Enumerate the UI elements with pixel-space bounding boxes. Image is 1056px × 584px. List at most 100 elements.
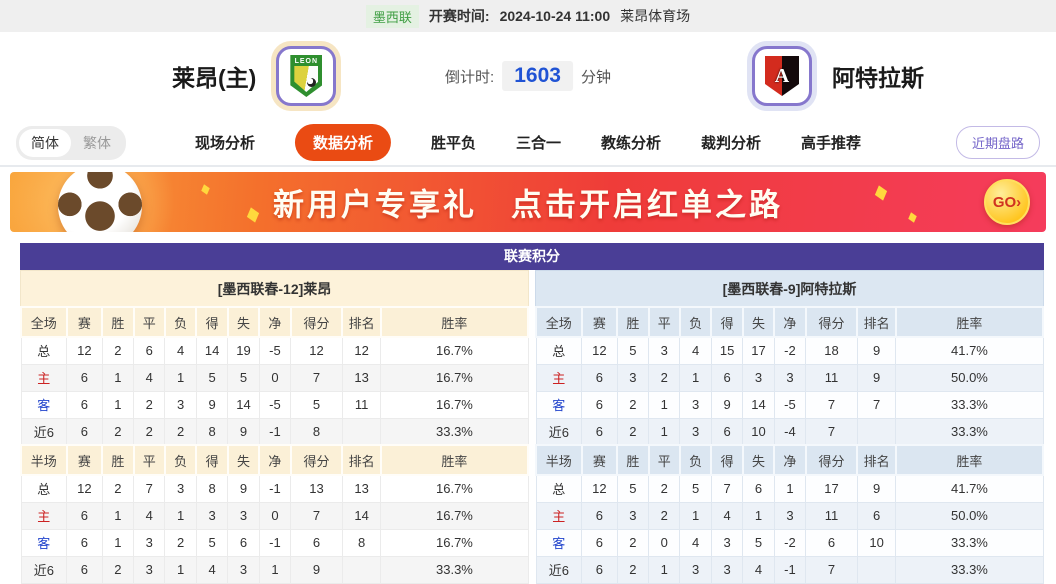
nav-item-coach[interactable]: 教练分析 <box>601 135 662 152</box>
stat-cell: -4 <box>773 417 807 446</box>
stat-cell: 6 <box>66 417 103 446</box>
column-header: 胜率 <box>894 306 1045 338</box>
stat-cell: 3 <box>648 336 681 365</box>
stat-cell: 1 <box>164 555 197 584</box>
stat-cell: 12 <box>581 336 618 365</box>
row-label: 总 <box>20 474 68 503</box>
nav-bar: 简体 繁体 现场分析 数据分析 胜平负 三合一 教练分析 裁判分析 高手推荐 近期盘路 <box>0 120 1056 167</box>
stat-cell: 4 <box>133 501 166 530</box>
column-header: 净 <box>258 306 292 338</box>
promo-banner[interactable]: 新用户专享礼 点击开启红单之路 GO› <box>10 172 1046 232</box>
stat-cell: 33.3% <box>895 417 1044 446</box>
stat-cell: 9 <box>856 336 897 365</box>
recent-trend-button[interactable]: 近期盘路 <box>955 126 1040 159</box>
table-row: 主 6 1 4 1 5 5 0 7 13 16.7% <box>20 363 529 392</box>
stat-cell: 6 <box>581 363 618 392</box>
stat-cell: 41.7% <box>895 336 1044 365</box>
stat-cell: 3 <box>164 390 197 419</box>
stat-cell: 3 <box>227 555 260 584</box>
stat-cell: 6 <box>133 336 166 365</box>
stat-cell <box>341 555 382 584</box>
stat-cell: 3 <box>679 390 712 419</box>
stat-cell: 13 <box>341 474 382 503</box>
stat-cell: 16.7% <box>380 501 529 530</box>
stat-cell: 16.7% <box>380 363 529 392</box>
stat-cell: 16.7% <box>380 474 529 503</box>
stat-cell: 10 <box>856 528 897 557</box>
column-header: 失 <box>226 444 261 476</box>
lang-simplified[interactable]: 简体 <box>19 128 71 157</box>
home-team-name: 莱昂(主) <box>172 65 257 91</box>
column-header: 赛 <box>65 306 104 338</box>
leon-crest-icon: LEON <box>290 55 323 97</box>
lang-traditional[interactable]: 繁体 <box>83 134 111 151</box>
table-row: 近6 6 2 1 3 3 4 -1 7 33.3% <box>535 555 1044 584</box>
table-row: 近6 6 2 1 3 6 10 -4 7 33.3% <box>535 417 1044 446</box>
nav-item-expert[interactable]: 高手推荐 <box>801 135 862 152</box>
stat-cell: 6 <box>805 528 858 557</box>
stat-cell: 12 <box>66 336 103 365</box>
column-header: 负 <box>678 444 713 476</box>
stat-cell: 33.3% <box>895 555 1044 584</box>
stat-cell: 41.7% <box>895 474 1044 503</box>
stat-cell <box>341 417 382 446</box>
league-points-title: 联赛积分 <box>20 243 1044 270</box>
countdown: 倒计时: 1603 分钟 <box>445 61 611 91</box>
row-label: 总 <box>535 474 583 503</box>
stat-cell: 6 <box>856 501 897 530</box>
nav-item-data[interactable]: 数据分析 <box>294 124 391 161</box>
stat-cell: 2 <box>616 555 650 584</box>
stat-cell: 4 <box>742 555 775 584</box>
nav-item-live[interactable]: 现场分析 <box>194 135 255 152</box>
home-stats-table: [墨西联春-12]莱昂 全场赛胜平负得失净得分 排名 胜率总 12 2 6 4 14 19 -5 1… <box>20 270 530 584</box>
stat-cell: 2 <box>164 417 197 446</box>
stat-cell: 16.7% <box>380 336 529 365</box>
stat-cell: 1 <box>648 390 681 419</box>
stat-cell: 1 <box>648 555 681 584</box>
countdown-label: 倒计时: <box>445 68 495 86</box>
stat-cell: 3 <box>133 555 166 584</box>
table-row: 主 6 3 2 1 6 3 3 11 9 50.0% <box>535 363 1044 392</box>
column-header: 胜率 <box>894 444 1045 476</box>
table-row: 总 12 2 6 4 14 19 -5 12 12 16.7% <box>20 336 529 365</box>
stat-cell: 4 <box>679 528 712 557</box>
stat-cell: 50.0% <box>895 501 1044 530</box>
stat-cell: 3 <box>227 501 260 530</box>
leon-crest-text: LEON <box>294 58 319 65</box>
stat-cell: 7 <box>710 474 744 503</box>
column-header: 赛 <box>580 444 619 476</box>
stat-cell: 1 <box>164 363 197 392</box>
nav-item-wdl[interactable]: 胜平负 <box>430 135 476 152</box>
stat-cell: 5 <box>616 336 650 365</box>
stat-cell: 17 <box>805 474 858 503</box>
stat-cell: 3 <box>679 555 712 584</box>
row-label: 近6 <box>535 555 583 584</box>
stat-cell: 2 <box>133 417 166 446</box>
column-header: 得 <box>710 306 744 338</box>
table-row: 总 12 2 7 3 8 9 -1 13 13 16.7% <box>20 474 529 503</box>
column-header: 排名 <box>341 306 382 338</box>
row-label: 客 <box>535 390 583 419</box>
column-header: 净 <box>258 444 292 476</box>
column-header: 胜率 <box>379 306 530 338</box>
go-button[interactable]: GO› <box>984 179 1030 225</box>
row-label: 主 <box>20 501 68 530</box>
stat-cell: 19 <box>227 336 260 365</box>
column-header: 胜率 <box>379 444 530 476</box>
stat-cell: 3 <box>616 363 650 392</box>
column-header: 平 <box>647 444 681 476</box>
nav-item-referee[interactable]: 裁判分析 <box>701 135 762 152</box>
kickoff-label: 开赛时间: <box>428 8 490 24</box>
section-label: 全场 <box>535 306 583 338</box>
nav-item-three-in-one[interactable]: 三合一 <box>515 135 562 152</box>
away-team-name: 阿特拉斯 <box>832 65 924 91</box>
stat-cell: 6 <box>66 555 103 584</box>
column-header: 净 <box>773 444 807 476</box>
column-header: 胜 <box>616 306 650 338</box>
stat-cell: 14 <box>195 336 229 365</box>
stat-cell: 1 <box>101 363 135 392</box>
stat-cell: 5 <box>227 363 260 392</box>
stat-cell: 6 <box>66 501 103 530</box>
column-header-row: 全场赛胜平负得失净得分 排名 胜率 <box>535 306 1045 338</box>
league-badge[interactable]: 墨西联 <box>365 4 419 28</box>
